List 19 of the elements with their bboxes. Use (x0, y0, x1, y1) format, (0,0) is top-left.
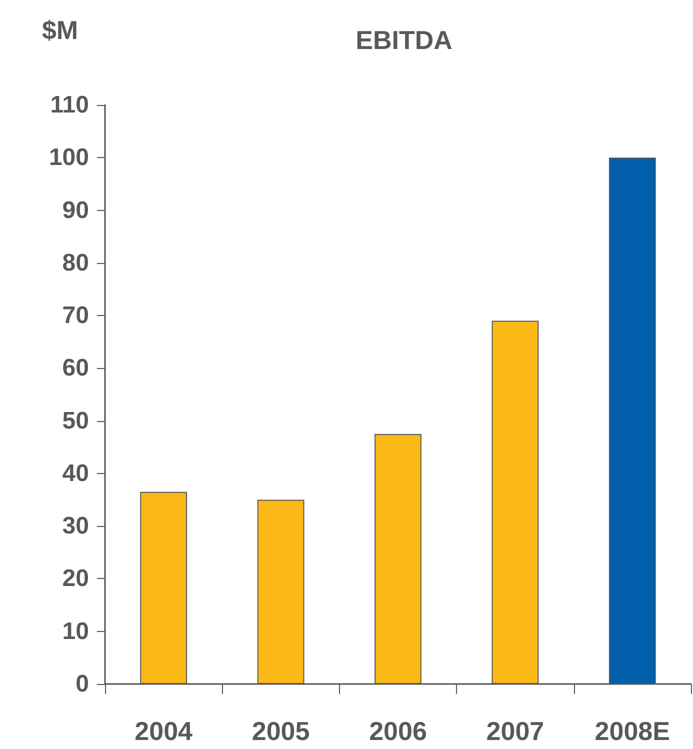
y-tick-label: 0 (76, 670, 89, 698)
y-tick-label: 100 (48, 144, 89, 172)
y-axis-title: $M (42, 15, 78, 45)
y-tick-label: 30 (62, 512, 89, 540)
y-tick-label: 60 (62, 354, 89, 382)
x-tick-label: 2005 (252, 716, 310, 746)
y-tick-label: 40 (62, 460, 89, 487)
x-tick-label: 2008E (594, 716, 670, 746)
y-tick-label: 110 (50, 92, 89, 118)
x-tick-label: 2007 (486, 716, 544, 746)
chart-title: EBITDA (356, 25, 453, 55)
y-tick-label: 20 (62, 565, 89, 592)
y-tick-label: 70 (62, 302, 89, 330)
y-tick-label: 50 (62, 407, 89, 434)
x-tick-label: 2004 (134, 716, 194, 746)
y-tick-label: 80 (62, 249, 89, 276)
x-tick-label: 2006 (369, 716, 427, 746)
y-tick-label: 10 (62, 618, 89, 645)
y-tick-label: 90 (62, 196, 89, 224)
